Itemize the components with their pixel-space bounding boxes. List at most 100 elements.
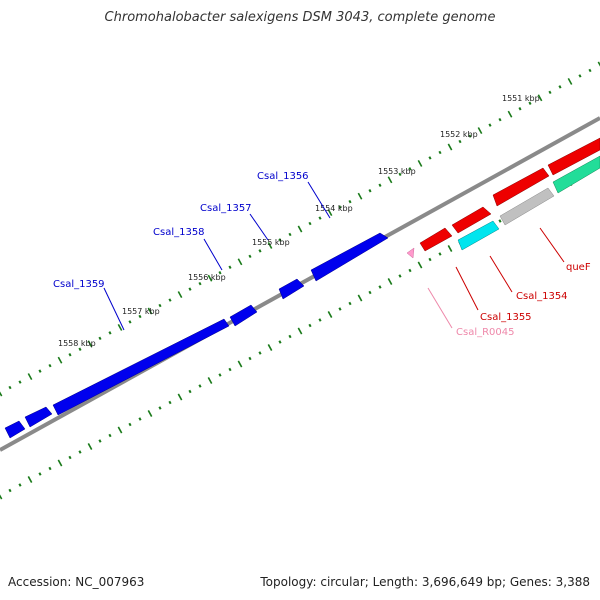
major-tick [87, 340, 93, 348]
major-tick [537, 94, 543, 102]
minor-tick [188, 389, 192, 394]
minor-tick [168, 298, 172, 302]
gene-csal-1354[interactable] [451, 206, 492, 234]
upper-scale-ticks [0, 61, 600, 397]
gene-teal[interactable] [552, 155, 600, 194]
major-tick [57, 356, 63, 364]
leader-csal-1356 [307, 181, 331, 219]
minor-tick [38, 369, 42, 373]
gene-csal-1356[interactable] [310, 232, 389, 282]
major-tick [447, 245, 453, 252]
minor-tick [128, 422, 132, 427]
gene-small-2[interactable] [4, 420, 26, 439]
topology-summary: Topology: circular; Length: 3,696,649 bp… [260, 575, 590, 589]
minor-tick [588, 68, 592, 73]
label-csal-1354[interactable]: Csal_1354 [516, 291, 568, 302]
major-tick [27, 373, 33, 381]
label-csal-r0045[interactable]: Csal_R0045 [456, 327, 515, 338]
label-csal-1357[interactable]: Csal_1357 [200, 203, 252, 214]
major-tick [477, 127, 483, 135]
major-tick [117, 426, 123, 434]
major-tick [0, 391, 3, 397]
minor-tick [368, 189, 372, 193]
minor-tick [78, 347, 82, 351]
minor-tick [438, 252, 442, 256]
leader-csal-1359 [103, 287, 125, 331]
leader-csal-1358 [203, 238, 223, 271]
major-tick [267, 344, 273, 351]
major-tick [117, 323, 123, 331]
minor-tick [308, 221, 312, 226]
major-tick [327, 209, 333, 217]
accession-text: Accession: NC_007963 [8, 575, 145, 589]
label-quef[interactable]: queF [566, 262, 591, 273]
minor-tick [198, 281, 202, 286]
gene-csal-1357[interactable] [278, 278, 305, 300]
minor-tick [438, 150, 442, 155]
kbp-labels: 1551 kbp 1552 kbp 1553 kbp 1554 kbp 1555… [58, 94, 540, 348]
minor-tick [398, 172, 402, 177]
major-tick [567, 77, 573, 85]
minor-tick [398, 274, 402, 278]
leader-csal-1357 [249, 213, 269, 241]
label-csal-1359[interactable]: Csal_1359 [53, 279, 105, 290]
gene-grey[interactable] [499, 187, 555, 226]
minor-tick [518, 107, 522, 111]
major-tick [57, 459, 63, 467]
gene-labels: Csal_1356 Csal_1357 Csal_1358 Csal_1359 … [53, 171, 591, 338]
gene-csal-1359[interactable] [52, 318, 230, 416]
minor-tick [108, 433, 112, 438]
minor-tick [498, 117, 502, 122]
minor-tick [348, 199, 352, 204]
major-tick [87, 443, 93, 450]
major-tick [357, 192, 363, 200]
minor-tick [248, 254, 252, 259]
label-csal-1355[interactable]: Csal_1355 [480, 312, 532, 323]
kbp-label-1552: 1552 kbp [440, 130, 478, 139]
minor-tick [278, 340, 282, 344]
major-tick [237, 258, 243, 266]
minor-tick [278, 238, 282, 242]
minor-tick [408, 268, 412, 273]
kbp-label-1556: 1556 kbp [188, 273, 226, 282]
minor-tick [348, 301, 352, 306]
map-title: Chromohalobacter salexigens DSM 3043, co… [104, 10, 496, 25]
minor-tick [158, 303, 162, 308]
minor-tick [548, 90, 552, 95]
label-csal-1358[interactable]: Csal_1358 [153, 227, 205, 238]
minor-tick [228, 367, 232, 372]
leader-quef [539, 227, 565, 263]
label-csal-1356[interactable]: Csal_1356 [257, 171, 309, 182]
minor-tick [138, 314, 142, 319]
gene-csal-1355[interactable] [419, 227, 453, 252]
gene-csal-1358[interactable] [229, 304, 258, 327]
minor-tick [158, 406, 162, 410]
minor-tick [108, 331, 112, 335]
minor-tick [578, 74, 582, 78]
minor-tick [468, 134, 472, 138]
minor-tick [248, 356, 252, 361]
minor-tick [378, 183, 382, 187]
minor-tick [198, 384, 202, 388]
leader-csal-1354 [489, 255, 513, 293]
minor-tick [68, 455, 72, 460]
gene-small-1[interactable] [24, 406, 53, 428]
minor-tick [38, 472, 42, 476]
gene-cyan[interactable] [457, 220, 500, 251]
minor-tick [368, 290, 372, 295]
minor-tick [78, 450, 82, 454]
minor-tick [288, 334, 292, 339]
minor-tick [338, 205, 342, 209]
gene-red-3[interactable] [492, 167, 550, 207]
minor-tick [8, 488, 12, 493]
major-tick [387, 278, 393, 285]
kbp-label-1557: 1557 kbp [122, 307, 160, 316]
label-leaders [103, 181, 565, 331]
rna-csal-r0045[interactable] [406, 247, 415, 259]
minor-tick [258, 351, 262, 355]
leader-csal-r0045 [427, 287, 453, 329]
major-tick [267, 241, 273, 249]
major-tick [597, 61, 600, 67]
gene-red-4[interactable] [547, 137, 600, 176]
